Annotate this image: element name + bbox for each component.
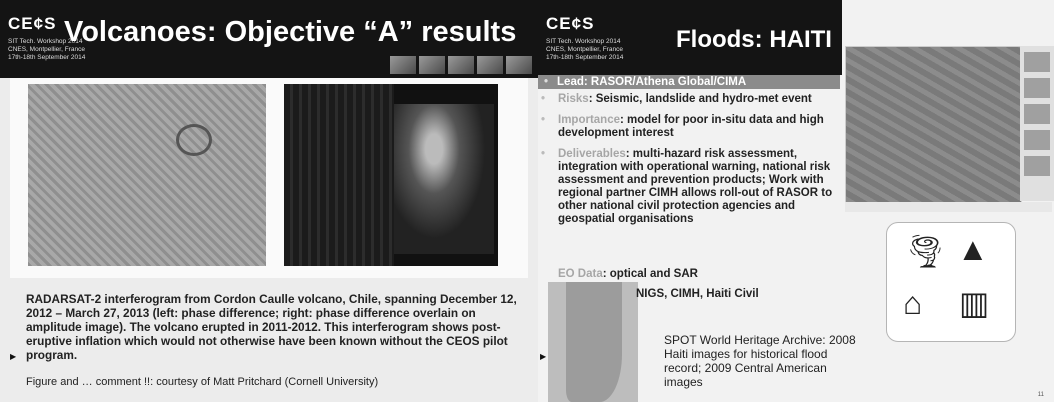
bullet-text: : multi-hazard risk assessment, integrat…: [558, 148, 833, 225]
haiti-flood-map-image: [845, 46, 1022, 203]
radar-streaks: [284, 84, 394, 266]
bullet-dot: •: [541, 148, 546, 160]
bullet-key: Deliverables: [558, 148, 626, 160]
central-america-map-image: [548, 282, 638, 402]
mouse-cursor-icon: ▶: [10, 352, 17, 361]
thumbnail-image: [419, 56, 445, 74]
ceos-logo: CE¢S: [8, 14, 57, 33]
bullet-key: EO Data: [558, 268, 603, 280]
thumbnail-image: [477, 56, 503, 74]
bullet-deliverables: • Deliverables: multi-hazard risk assessm…: [538, 148, 842, 226]
bullet-dot: •: [541, 93, 546, 105]
mouse-cursor-icon: ▶: [540, 352, 547, 361]
volcano-ring: [176, 124, 212, 156]
bullet-text: : model for poor in-situ data and high d…: [558, 114, 824, 139]
thumbnail-image: [506, 56, 532, 74]
tornado-icon: 🌪: [905, 233, 946, 269]
hazard-icons-box: 🌪 ▲ ⌂ ▥: [886, 222, 1016, 342]
flood-house-icon: ⌂: [903, 285, 923, 321]
workshop-info: SIT Tech. Workshop 2014 CNES, Montpellie…: [546, 38, 623, 62]
slide-floods-haiti: CE¢S SIT Tech. Workshop 2014 CNES, Montp…: [538, 0, 1054, 402]
location-line: CNES, Montpellier, France: [8, 46, 85, 53]
bullet-dot: •: [541, 114, 546, 126]
legend-item: [1024, 52, 1050, 72]
slide-title: Floods: HAITI: [676, 26, 832, 53]
legend-item: [1024, 156, 1050, 176]
location-line: CNES, Montpellier, France: [546, 46, 623, 53]
bullet-key: Importance: [558, 114, 620, 126]
landslide-icon: ▲: [957, 231, 989, 267]
slide-volcanoes: CE¢S SIT Tech. Workshop 2014 CNES, Montp…: [0, 0, 538, 402]
slide-header: CE¢S SIT Tech. Workshop 2014 CNES, Montp…: [538, 0, 842, 75]
legend-item: [1024, 104, 1050, 124]
bullet-eo-data: EO Data: optical and SAR: [558, 268, 698, 280]
lead-bar: • Lead: RASOR/Athena Global/CIMA: [538, 75, 840, 89]
bullet-risks: • Risks: Seismic, landslide and hydro-met…: [538, 93, 842, 106]
workshop-line: SIT Tech. Workshop 2014: [8, 38, 83, 45]
legend-item: [1024, 130, 1050, 150]
slide-header: CE¢S SIT Tech. Workshop 2014 CNES, Montp…: [0, 0, 538, 78]
map-legend-strip: [1020, 46, 1054, 201]
interferogram-amplitude-image: [284, 84, 498, 266]
ceos-logo: CE¢S: [546, 14, 595, 33]
partners-text: NIGS, CIMH, Haiti Civil: [636, 288, 759, 300]
thumbnail-image: [390, 56, 416, 74]
legend-item: [1024, 78, 1050, 98]
map-caption-strip: [845, 202, 1052, 212]
slide-title: Volcanoes: Objective “A” results: [64, 16, 517, 48]
figure-credit: Figure and … comment !!: courtesy of Mat…: [26, 376, 379, 388]
thumbnail-image: [448, 56, 474, 74]
earthquake-building-icon: ▥: [959, 285, 990, 321]
lead-text: Lead: RASOR/Athena Global/CIMA: [557, 76, 747, 88]
bullet-text: : optical and SAR: [602, 268, 698, 280]
spot-archive-text: SPOT World Heritage Archive: 2008 Haiti …: [664, 333, 856, 389]
bullet-importance: • Importance: model for poor in-situ data…: [538, 114, 842, 140]
page-number: 11: [1037, 392, 1044, 398]
workshop-info: SIT Tech. Workshop 2014 CNES, Montpellie…: [8, 38, 85, 62]
volcano-area: [394, 104, 494, 254]
bullet-key: Risks: [558, 93, 589, 105]
date-line: 17th-18th September 2014: [546, 54, 624, 61]
workshop-line: SIT Tech. Workshop 2014: [546, 38, 621, 45]
bullet-text: : Seismic, landslide and hydro-met event: [588, 93, 812, 105]
map-landmass: [566, 282, 622, 402]
interferogram-phase-image: [28, 84, 266, 266]
date-line: 17th-18th September 2014: [8, 54, 86, 61]
header-thumbnails: [390, 56, 532, 74]
figure-caption: RADARSAT-2 interferogram from Cordon Cau…: [26, 292, 517, 362]
bullet-dot: •: [544, 76, 549, 88]
bullet-list: • Risks: Seismic, landslide and hydro-met…: [538, 93, 842, 234]
